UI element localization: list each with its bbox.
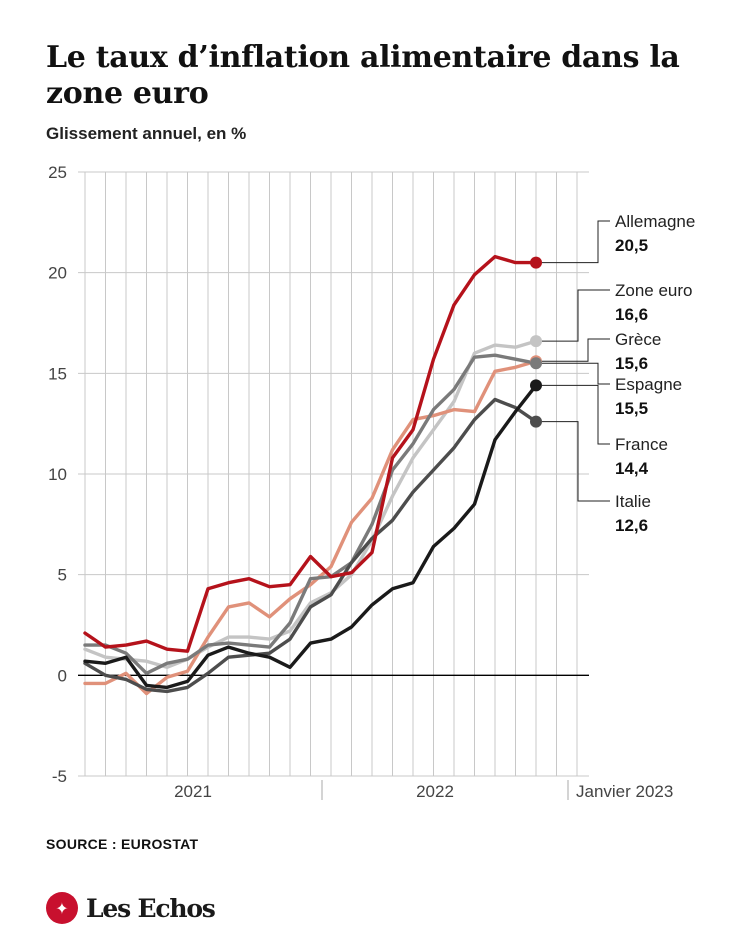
series-name-label: Allemagne: [615, 212, 695, 231]
chart-subtitle: Glissement annuel, en %: [46, 124, 247, 143]
series-label-1: Zone euro 16,6: [542, 281, 693, 342]
series-name-label: Italie: [615, 492, 651, 511]
series-name-label: France: [615, 435, 668, 454]
series-label-2: Grèce 15,6: [542, 330, 661, 373]
line-chart: -5 0 5 10 15 20 25 2021 2022 Janvier 2023 Allemagn…: [48, 163, 695, 801]
les-echos-bird-icon: ✦: [46, 892, 78, 924]
series-label-4: France 14,4: [542, 384, 668, 478]
x-axis: 2021 2022 Janvier 2023: [174, 780, 673, 801]
x-tick-label: 2021: [174, 782, 212, 801]
y-tick-label: 5: [58, 566, 67, 585]
series-label-3: Espagne 15,5: [542, 362, 682, 418]
x-tick-label: 2022: [416, 782, 454, 801]
leader-line: [542, 421, 610, 502]
leader-line: [542, 384, 610, 445]
y-tick-label: 0: [58, 666, 67, 685]
brand-logo: ✦ Les Echos: [46, 890, 216, 926]
series-value-label: 14,4: [615, 459, 649, 478]
source-note: SOURCE : EUROSTAT: [46, 836, 199, 852]
series-label-0: Allemagne 20,5: [542, 212, 695, 264]
y-tick-label: 25: [48, 163, 67, 182]
series-name-label: Zone euro: [615, 281, 693, 300]
series-value-label: 16,6: [615, 305, 648, 324]
end-points: [530, 256, 542, 428]
series-value-label: 15,6: [615, 354, 648, 373]
series-line: [83, 383, 538, 690]
end-point-dot: [530, 415, 542, 428]
series-line: [83, 254, 538, 653]
leader-line: [542, 220, 610, 264]
end-point-dot: [530, 335, 542, 348]
y-tick-label: 20: [48, 264, 67, 283]
series-name-label: Grèce: [615, 330, 661, 349]
series-label-5: Italie 12,6: [542, 421, 651, 535]
series-line: [83, 359, 538, 696]
leader-line: [542, 289, 610, 342]
y-tick-label: -5: [52, 767, 67, 786]
x-tick-label: Janvier 2023: [576, 782, 673, 801]
end-point-dot: [530, 357, 542, 370]
series-value-label: 12,6: [615, 516, 648, 535]
chart-title: Le taux d’inflation alimentaire dans la …: [46, 40, 680, 111]
series-line: [83, 353, 538, 675]
end-point-dot: [530, 256, 542, 269]
series-name-label: Espagne: [615, 375, 682, 394]
series-value-label: 15,5: [615, 399, 648, 418]
horizontal-gridlines: -5 0 5 10 15 20 25: [48, 163, 589, 786]
leader-line: [542, 362, 610, 385]
y-tick-label: 10: [48, 465, 67, 484]
series-value-label: 20,5: [615, 236, 648, 255]
leader-line: [542, 338, 610, 362]
y-tick-label: 15: [48, 364, 67, 383]
series-line: [83, 397, 538, 694]
series-lines: [83, 254, 538, 696]
end-point-dot: [530, 379, 542, 392]
brand-name: Les Echos: [86, 893, 216, 923]
